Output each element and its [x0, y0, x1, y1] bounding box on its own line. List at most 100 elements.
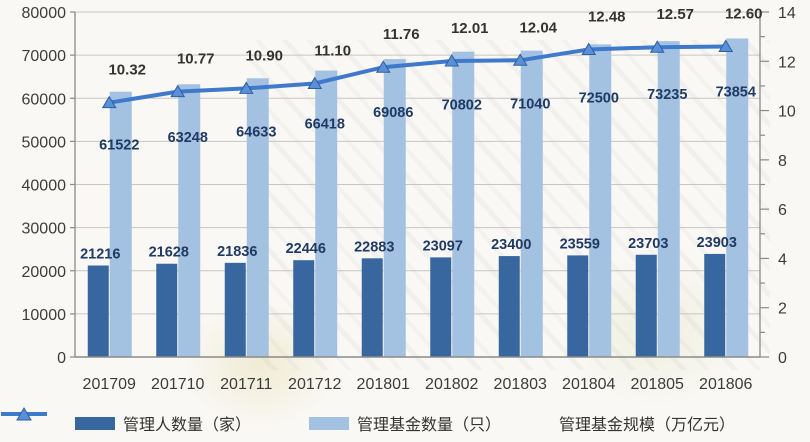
- fund-scale-value-label: 11.10: [314, 42, 351, 59]
- fund-count-bar: [109, 91, 132, 358]
- fund-scale-marker: [649, 40, 665, 53]
- x-axis-tick-label: 201712: [288, 376, 341, 393]
- x-axis-tick-label: 201709: [83, 376, 136, 393]
- fund-count-bar: [383, 59, 406, 358]
- legend-item-fund-scale: 管理基金规模（万亿元）: [1, 407, 736, 435]
- fund-count-bar: [246, 78, 269, 357]
- x-axis-tick-label: 201803: [494, 376, 547, 393]
- legend-swatch-icon: [74, 416, 115, 430]
- manager-count-value-label: 23097: [423, 238, 463, 254]
- x-axis-tick-label: 201804: [562, 376, 615, 393]
- fund-count-bar: [452, 51, 475, 357]
- fund-scale-value-label: 11.76: [383, 26, 420, 43]
- manager-count-bar: [293, 260, 315, 357]
- manager-count-value-label: 21216: [80, 247, 120, 263]
- fund-scale-marker: [375, 60, 391, 73]
- fund-count-value-label: 73854: [716, 85, 756, 101]
- x-axis-tick-label: 201802: [425, 376, 478, 393]
- left-axis-tick-label: 10000: [22, 307, 67, 324]
- right-axis-tick-label: 8: [778, 153, 787, 170]
- fund-count-value-label: 71040: [510, 97, 550, 113]
- x-axis-tick-label: 201805: [631, 376, 684, 393]
- fund-count-bar: [520, 50, 543, 357]
- legend-item-fund-count: 管理基金数量（只）: [308, 411, 501, 435]
- fund-scale-value-label: 12.48: [588, 8, 626, 25]
- manager-count-bar: [361, 258, 383, 357]
- manager-count-bar: [87, 265, 109, 357]
- fund-count-bar: [178, 84, 201, 358]
- right-axis-tick-label: 4: [778, 251, 787, 268]
- right-axis-tick-label: 12: [778, 54, 796, 71]
- manager-count-bar: [430, 257, 452, 357]
- fund-scale-marker: [307, 76, 323, 89]
- manager-count-value-label: 21628: [149, 245, 189, 261]
- manager-count-bar: [704, 253, 726, 357]
- legend-label: 管理基金数量（只）: [356, 417, 501, 434]
- fund-scale-marker: [101, 95, 117, 109]
- manager-count-value-label: 22883: [354, 239, 394, 255]
- manager-count-bar: [498, 256, 520, 357]
- left-axis-tick-label: 40000: [22, 178, 67, 195]
- fund-count-bar: [589, 44, 612, 357]
- manager-count-value-label: 21836: [217, 244, 257, 260]
- manager-count-value-label: 22446: [286, 241, 326, 257]
- fund-count-value-label: 70802: [442, 98, 482, 114]
- fund-scale-value-label: 10.90: [245, 47, 283, 64]
- x-axis-tick-label: 201711: [220, 376, 272, 393]
- left-axis-tick-label: 50000: [22, 134, 67, 151]
- right-axis-tick-label: 6: [778, 202, 787, 219]
- fund-count-value-label: 61522: [99, 138, 139, 154]
- fund-count-value-label: 72500: [579, 90, 619, 106]
- left-axis-tick-label: 80000: [22, 5, 67, 22]
- x-axis-tick-label: 201806: [699, 376, 752, 393]
- left-axis-tick-label: 20000: [22, 264, 67, 281]
- manager-count-bar: [635, 254, 657, 357]
- fund-scale-marker: [512, 53, 528, 66]
- right-axis-tick-label: 10: [778, 104, 796, 121]
- legend-item-manager-count: 管理人数量（家）: [74, 411, 251, 435]
- right-axis-tick-label: 2: [778, 301, 787, 318]
- manager-count-value-label: 23400: [491, 237, 531, 253]
- fund-scale-line: [108, 44, 726, 105]
- manager-count-bar: [224, 262, 246, 357]
- fund-scale-value-label: 12.60: [725, 6, 763, 23]
- manager-count-value-label: 23703: [628, 236, 668, 252]
- fund-scale-marker: [170, 84, 186, 98]
- legend-label: 管理基金规模（万亿元）: [559, 417, 736, 434]
- fund-scale-value-label: 12.04: [519, 19, 557, 36]
- fund-scale-marker: [444, 54, 460, 67]
- fund-count-bar: [726, 38, 749, 357]
- fund-scale-value-label: 12.01: [451, 20, 489, 37]
- fund-count-value-label: 66418: [305, 117, 345, 133]
- fund-scale-marker: [581, 42, 597, 55]
- fund-scale-value-label: 10.77: [177, 51, 215, 68]
- legend-swatch-icon: [308, 416, 349, 430]
- x-axis-tick-label: 201801: [357, 376, 410, 393]
- manager-count-bar: [567, 255, 589, 357]
- fund-count-bar: [315, 70, 338, 357]
- legend-label: 管理人数量（家）: [122, 417, 251, 434]
- fund-scale-value-label: 12.57: [656, 6, 694, 23]
- right-axis-tick-label: 14: [778, 5, 796, 22]
- fund-count-value-label: 64633: [236, 124, 276, 140]
- manager-count-value-label: 23903: [697, 235, 737, 251]
- fund-count-bar: [657, 41, 680, 357]
- fund-scale-value-label: 10.32: [108, 62, 146, 79]
- fund-scale-marker: [718, 39, 734, 52]
- chart-legend: 管理人数量（家） 管理基金数量（只） 管理基金规模（万亿元）: [0, 406, 810, 440]
- left-axis-tick-label: 70000: [22, 48, 67, 65]
- left-axis-tick-label: 0: [57, 350, 66, 367]
- legend-line-marker-icon: [1, 407, 47, 421]
- fund-scale-marker: [238, 81, 254, 94]
- x-axis-tick-label: 201710: [151, 376, 204, 393]
- fund-count-value-label: 63248: [168, 130, 208, 146]
- fund-count-value-label: 73235: [647, 87, 687, 103]
- left-axis-tick-label: 60000: [22, 91, 67, 108]
- manager-count-bar: [156, 263, 178, 357]
- left-axis-tick-label: 30000: [22, 221, 67, 238]
- right-axis-tick-label: 0: [778, 350, 787, 367]
- manager-count-value-label: 23559: [560, 236, 600, 252]
- fund-count-value-label: 69086: [373, 105, 413, 121]
